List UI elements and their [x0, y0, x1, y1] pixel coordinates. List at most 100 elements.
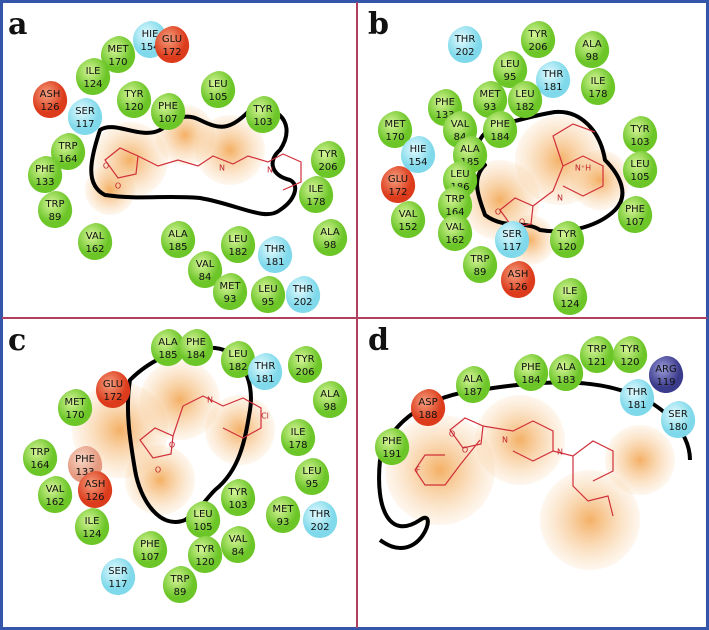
residue-number: 133 — [35, 177, 54, 188]
residue-number: 117 — [75, 119, 94, 130]
residue: VAL 162 — [38, 476, 73, 513]
residue-name: ALA — [463, 374, 483, 385]
atom-label: F — [416, 466, 421, 475]
residue: PHE 184 — [483, 111, 518, 148]
residue-name: ILE — [85, 516, 100, 527]
residue-marker — [117, 81, 152, 118]
residue-marker — [553, 278, 588, 315]
residue-marker — [401, 136, 436, 173]
residue-number: 178 — [588, 89, 607, 100]
residue-number: 93 — [277, 517, 290, 528]
residue: PHE 107 — [133, 531, 168, 568]
residue-name: VAL — [196, 259, 215, 270]
residue-marker — [501, 261, 536, 298]
residue-name: ALA — [158, 337, 178, 348]
panel-label: c — [8, 323, 26, 358]
residue-name: HIE — [142, 29, 159, 40]
residue: ILE 178 — [299, 176, 334, 213]
residue-number: 98 — [586, 52, 599, 63]
residue-name: TRP — [444, 194, 464, 205]
residue-name: ALA — [582, 39, 602, 50]
residue-marker — [221, 526, 256, 563]
residue: TYR 103 — [221, 479, 256, 516]
residue-number: 170 — [385, 132, 404, 143]
residue-number: 154 — [408, 157, 427, 168]
residue-number: 188 — [418, 410, 437, 421]
residue-number: 172 — [388, 187, 407, 198]
residue: TRP 164 — [51, 133, 86, 170]
residue-marker — [483, 111, 518, 148]
residue-marker — [391, 201, 426, 238]
residue-marker — [311, 141, 346, 178]
residue-number: 170 — [108, 57, 127, 68]
residue-name: PHE — [382, 436, 402, 447]
residue-number: 172 — [103, 392, 122, 403]
residue-name: LEU — [302, 466, 321, 477]
residue: ALA 183 — [549, 354, 584, 391]
residue-name: ASP — [418, 397, 437, 408]
residue: VAL 162 — [438, 214, 473, 251]
residue-marker — [101, 558, 136, 595]
residue-name: LEU — [500, 59, 519, 70]
residue: ALA 98 — [313, 219, 348, 256]
residue: ASP 188 — [411, 389, 446, 426]
residue-marker — [51, 133, 86, 170]
residue-number: 105 — [630, 172, 649, 183]
atom-label: O — [495, 208, 501, 217]
residue-number: 202 — [310, 522, 329, 533]
residue: TYR 206 — [521, 21, 556, 58]
atom-label: N — [207, 396, 213, 405]
residue-marker — [251, 276, 286, 313]
residue-name: MET — [64, 397, 86, 408]
residue-marker — [221, 341, 256, 378]
residue-name: VAL — [46, 484, 65, 495]
residue: ALA 98 — [313, 381, 348, 418]
residue-marker — [295, 458, 330, 495]
residue: TRP 89 — [38, 191, 73, 228]
residue: THR 181 — [248, 353, 283, 390]
residue-name: TRP — [469, 254, 489, 265]
residue: MET 93 — [213, 273, 248, 310]
residue-number: 152 — [398, 222, 417, 233]
residue-marker — [508, 81, 543, 118]
residue-number: 206 — [318, 162, 337, 173]
residue-name: TRP — [586, 344, 606, 355]
residue: TYR 206 — [288, 346, 323, 383]
residue: LEU 182 — [221, 226, 256, 263]
residue: MET 170 — [101, 36, 136, 73]
residue-marker — [78, 223, 113, 260]
residue-marker — [313, 381, 348, 418]
residue-name: MET — [272, 504, 294, 515]
residue: TYR 103 — [623, 116, 658, 153]
residue: THR 181 — [620, 379, 655, 416]
residue-name: LEU — [193, 509, 212, 520]
residue-name: ILE — [591, 76, 606, 87]
residue-number: 120 — [124, 102, 143, 113]
residue-marker — [221, 226, 256, 263]
residue-marker — [23, 439, 58, 476]
residue-number: 202 — [293, 297, 312, 308]
atom-label: O — [103, 162, 109, 171]
residue-number: 95 — [306, 479, 319, 490]
residue: LEU 182 — [508, 81, 543, 118]
residue-marker — [448, 26, 483, 63]
residue: ALA 187 — [456, 366, 491, 403]
residue-name: ASH — [508, 269, 529, 280]
residue: LEU 182 — [221, 341, 256, 378]
residue-name: PHE — [186, 337, 206, 348]
residue-number: 93 — [484, 102, 497, 113]
residue-number: 162 — [445, 235, 464, 246]
residue-name: LEU — [515, 89, 534, 100]
residue-marker — [75, 508, 110, 545]
residue-number: 103 — [630, 137, 649, 148]
residue-marker — [96, 371, 131, 408]
atom-label: O — [449, 430, 455, 439]
residue-number: 164 — [445, 207, 464, 218]
residue-marker — [411, 389, 446, 426]
residue: VAL 84 — [188, 251, 223, 288]
residue-number: 89 — [49, 212, 62, 223]
panel-label: a — [8, 7, 27, 42]
residue-name: ILE — [309, 184, 324, 195]
residue-marker — [581, 68, 616, 105]
residue: THR 202 — [303, 501, 338, 538]
